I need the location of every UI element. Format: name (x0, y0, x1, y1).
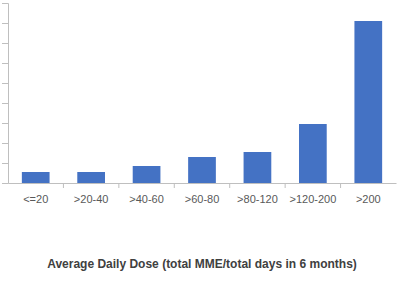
y-tick-mark (2, 143, 8, 144)
y-tick (2, 3, 8, 4)
x-tick-label: >80-120 (237, 193, 278, 205)
y-tick-mark (2, 183, 8, 184)
x-axis-title: Average Daily Dose (total MME/total days… (47, 257, 357, 271)
x-axis-line (9, 183, 397, 184)
y-axis-line (2, 4, 9, 184)
bar (188, 157, 216, 183)
bar (244, 152, 272, 183)
x-tick-label: >120-200 (289, 193, 336, 205)
y-tick (2, 83, 8, 84)
y-tick-mark (2, 63, 8, 64)
y-tick-mark (2, 163, 8, 164)
y-tick-mark (2, 23, 8, 24)
y-tick (2, 143, 8, 144)
bar (22, 172, 50, 183)
x-tick: >200 (356, 183, 381, 205)
y-tick-mark (2, 123, 8, 124)
x-tick-label: >20-40 (74, 193, 109, 205)
category-divider (285, 183, 286, 188)
x-tick: >40-60 (129, 183, 164, 205)
y-tick (2, 43, 8, 44)
y-tick (2, 103, 8, 104)
x-tick: >120-200 (289, 183, 336, 205)
x-tick: <=20 (23, 183, 48, 205)
x-tick-label: >200 (356, 193, 381, 205)
x-tick-label: >40-60 (129, 193, 164, 205)
y-tick-mark (2, 43, 8, 44)
y-tick-mark (2, 103, 8, 104)
y-axis (2, 4, 9, 184)
chart: <=20 >20-40 >40-60 >60-80 >80-120 >120-200 >20… (0, 0, 400, 284)
x-tick-label: >60-80 (185, 193, 220, 205)
y-tick (2, 23, 8, 24)
y-tick (2, 163, 8, 164)
y-tick-mark (2, 83, 8, 84)
y-tick (2, 123, 8, 124)
x-tick: >60-80 (185, 183, 220, 205)
x-tick-label: <=20 (23, 193, 48, 205)
category-divider (229, 183, 230, 188)
bars (22, 21, 382, 183)
category-divider (63, 183, 64, 188)
y-tick (2, 63, 8, 64)
bar (133, 166, 161, 183)
x-tick: >20-40 (74, 183, 109, 205)
category-dividers (63, 183, 340, 188)
bar (299, 124, 327, 183)
category-divider (340, 183, 341, 188)
bar (354, 21, 382, 183)
x-tick: >80-120 (237, 183, 278, 205)
y-tick-mark (2, 3, 8, 4)
bar (77, 172, 105, 183)
category-divider (118, 183, 119, 188)
x-axis: <=20 >20-40 >40-60 >60-80 >80-120 >120-200 >20… (9, 183, 397, 205)
category-divider (174, 183, 175, 188)
plot: <=20 >20-40 >40-60 >60-80 >80-120 >120-200 >20… (2, 4, 397, 205)
y-tick (2, 183, 8, 184)
